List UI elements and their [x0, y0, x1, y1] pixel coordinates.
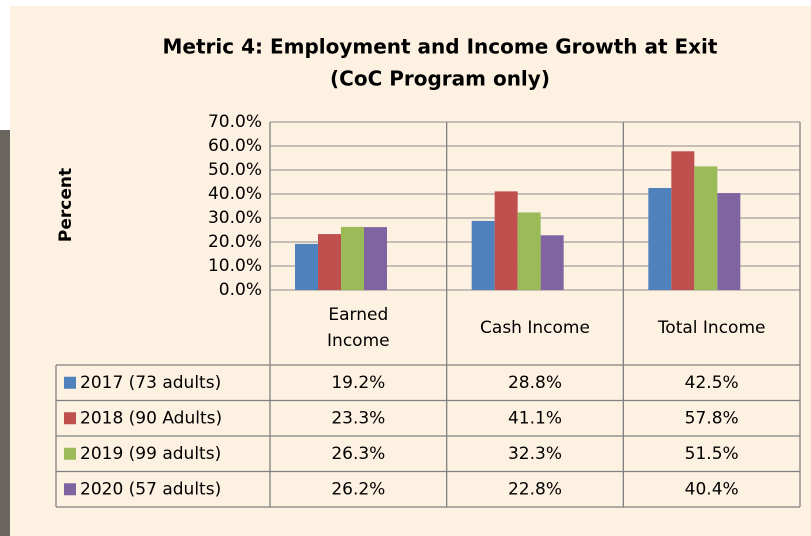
y-tick-label: 10.0% [208, 256, 262, 276]
bar [364, 227, 387, 290]
legend-label: 2017 (73 adults) [80, 373, 221, 393]
y-tick-label: 30.0% [208, 208, 262, 228]
value-label: 32.3% [508, 444, 562, 464]
x-tick-label: Cash Income [480, 317, 590, 338]
bar [717, 193, 741, 290]
category-cell: Cash Income [480, 317, 590, 338]
category-cell: Earned Income [327, 304, 390, 351]
chart-title: Metric 4: Employment and Income Growth a… [163, 35, 718, 59]
value-label: 57.8% [685, 408, 739, 428]
bar [341, 226, 364, 290]
bar [540, 235, 564, 290]
value-label: 23.3% [331, 408, 385, 428]
bar [694, 166, 718, 290]
chart-subtitle: (CoC Program only) [330, 67, 550, 91]
legend-swatch [64, 412, 76, 425]
legend-label: 2018 (90 Adults) [80, 408, 222, 428]
bar [517, 212, 541, 290]
bar [494, 191, 518, 290]
y-tick-label: 0.0% [219, 280, 262, 300]
photo-edge [0, 130, 12, 536]
value-label: 42.5% [685, 373, 739, 393]
legend-swatch [64, 483, 76, 496]
y-tick-label: 40.0% [208, 184, 262, 204]
value-label: 28.8% [508, 373, 562, 393]
y-tick-label: 50.0% [208, 160, 262, 180]
y-axis-label: Percent [56, 168, 76, 242]
bar [318, 234, 341, 290]
x-tick-label: Earned Income [327, 304, 390, 351]
bar [671, 151, 695, 290]
value-label: 19.2% [331, 373, 385, 393]
legend-swatch [64, 447, 76, 460]
value-label: 41.1% [508, 408, 562, 428]
value-label: 22.8% [508, 479, 562, 499]
value-label: 26.3% [331, 444, 385, 464]
bar [471, 220, 495, 290]
y-tick-label: 20.0% [208, 232, 262, 252]
legend-label: 2019 (99 adults) [80, 444, 221, 464]
legend-swatch [64, 376, 76, 389]
category-cell: Total Income [657, 317, 766, 338]
x-tick-label: Total Income [657, 317, 766, 338]
bar [648, 188, 672, 290]
y-tick-label: 70.0% [208, 112, 262, 132]
value-label: 40.4% [685, 479, 739, 499]
y-tick-label: 60.0% [208, 136, 262, 156]
value-label: 51.5% [685, 444, 739, 464]
value-label: 26.2% [331, 479, 385, 499]
bar [295, 243, 318, 290]
legend-label: 2020 (57 adults) [80, 479, 221, 499]
